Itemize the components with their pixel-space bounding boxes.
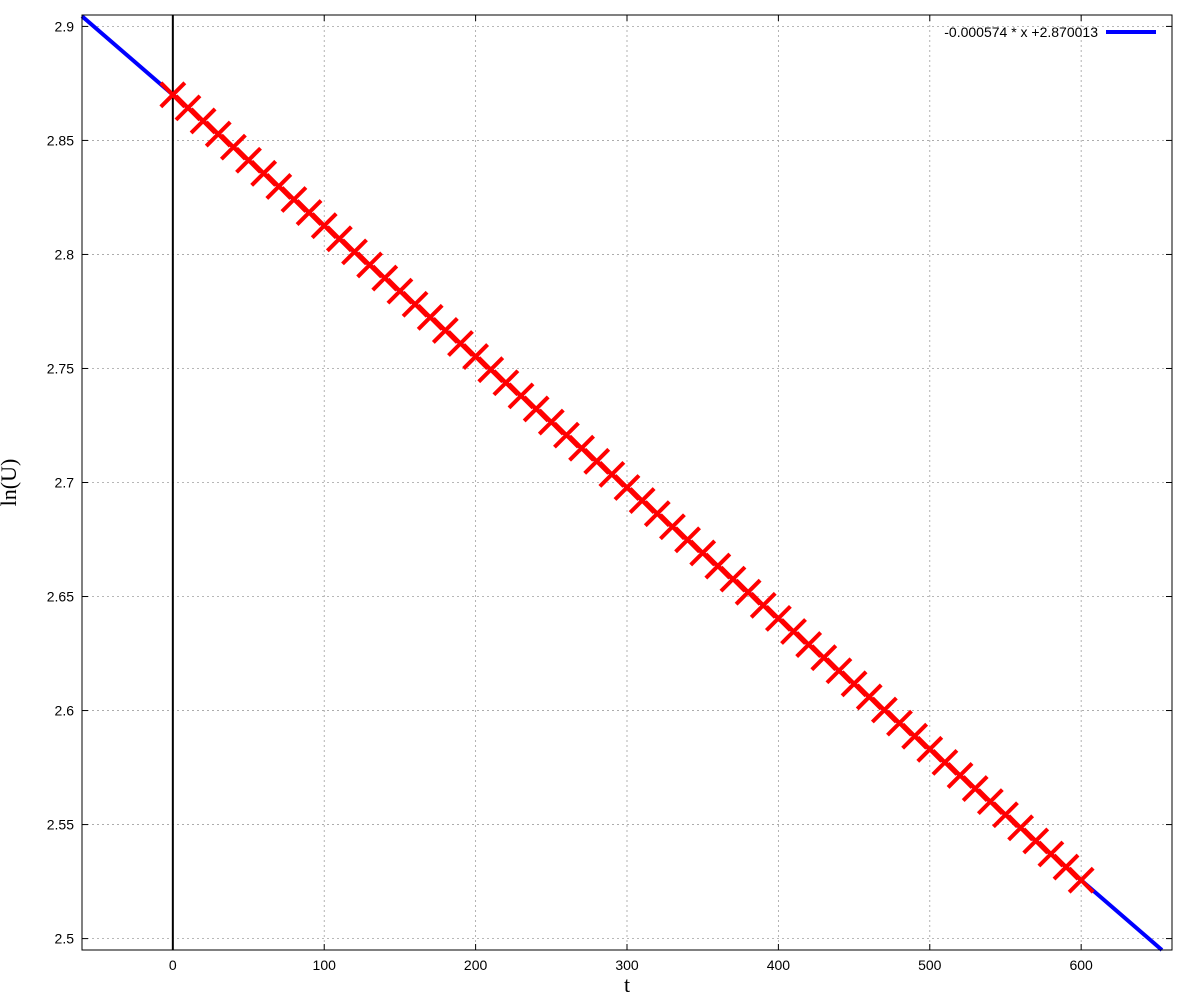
y-tick-label: 2.75 <box>47 360 74 376</box>
data-point-stroke <box>764 604 792 632</box>
legend-label: -0.000574 * x +2.870013 <box>944 24 1098 40</box>
data-point-stroke <box>159 81 187 109</box>
data-point-stroke <box>810 644 838 672</box>
x-tick-label: 600 <box>1069 957 1093 973</box>
x-tick-label: 500 <box>918 957 942 973</box>
data-point-stroke <box>628 487 656 514</box>
data-point-stroke <box>356 251 384 279</box>
data-point-stroke <box>174 94 202 122</box>
data-point-stroke <box>976 788 1004 816</box>
x-axis-label: t <box>624 972 630 997</box>
data-point-stroke <box>870 696 898 724</box>
y-tick-label: 2.8 <box>55 246 75 262</box>
data-point-stroke <box>946 762 974 789</box>
data-point-stroke <box>431 316 459 344</box>
data-point-stroke <box>780 618 807 645</box>
y-axis-label: ln(U) <box>0 459 21 507</box>
data-point-stroke <box>250 159 278 187</box>
data-point-stroke <box>325 225 353 253</box>
data-point-stroke <box>643 500 671 528</box>
data-point-stroke <box>1007 814 1035 842</box>
data-point-stroke <box>477 356 505 384</box>
data-point-stroke <box>931 748 959 776</box>
data-point-stroke <box>401 290 429 318</box>
data-point-stroke <box>386 277 414 305</box>
data-point-stroke <box>1052 853 1080 881</box>
data-point-stroke <box>522 395 550 423</box>
legend: -0.000574 * x +2.870013 <box>944 24 1156 40</box>
y-tick-label: 2.65 <box>47 589 74 605</box>
x-tick-label: 300 <box>615 957 639 973</box>
data-point-stroke <box>341 238 368 266</box>
y-tick-labels: 2.5 2.55 2.6 2.65 2.7 2.75 2.8 2.85 2.9 <box>47 18 74 946</box>
data-point-stroke <box>901 722 929 750</box>
data-point-stroke <box>189 107 217 135</box>
data-point-stroke <box>492 369 520 397</box>
axis-ticks <box>82 15 1172 950</box>
data-point-stroke <box>462 343 490 371</box>
data-point-stroke <box>583 447 611 475</box>
data-point-stroke <box>265 173 293 200</box>
data-point-stroke <box>689 539 717 567</box>
data-point-stroke <box>553 421 580 449</box>
data-point-stroke <box>204 120 232 148</box>
x-tick-labels: 0 100 200 300 400 500 600 <box>169 957 1093 973</box>
data-point-stroke <box>507 382 535 410</box>
data-point-stroke <box>1037 840 1065 868</box>
y-tick-label: 2.5 <box>55 931 75 947</box>
data-point-stroke <box>749 591 777 619</box>
data-point-stroke <box>992 801 1019 829</box>
data-point <box>1067 866 1095 894</box>
x-tick-label: 100 <box>313 957 337 973</box>
data-point-stroke <box>447 330 474 357</box>
data-point-stroke <box>719 565 747 593</box>
y-tick-label: 2.9 <box>55 18 75 34</box>
data-point-stroke <box>734 578 762 606</box>
y-tick-label: 2.85 <box>47 132 74 148</box>
data-point-stroke <box>795 631 823 658</box>
data-point-stroke <box>310 212 338 240</box>
data-point-stroke <box>916 735 944 763</box>
data-point-stroke <box>219 133 247 161</box>
x-tick-label: 0 <box>169 957 177 973</box>
data-point-stroke <box>537 408 565 436</box>
y-tick-label: 2.55 <box>47 817 74 833</box>
data-point-stroke <box>674 526 701 554</box>
y-tick-label: 2.6 <box>55 703 75 719</box>
data-point-stroke <box>598 460 626 488</box>
data-point-stroke <box>659 513 686 541</box>
data-point-stroke <box>568 434 595 462</box>
data-point-stroke <box>825 657 853 685</box>
x-tick-label: 200 <box>464 957 488 973</box>
data-point-stroke <box>961 775 989 802</box>
data-point-stroke <box>416 303 444 331</box>
data-point-stroke <box>235 146 262 174</box>
data-point-stroke <box>840 670 868 698</box>
data-point-stroke <box>613 474 641 501</box>
data-point-stroke <box>1022 827 1050 855</box>
data-point-stroke <box>295 199 323 227</box>
data-point-stroke <box>704 552 732 580</box>
data-point-stroke <box>1067 866 1095 894</box>
x-tick-label: 400 <box>767 957 791 973</box>
data-point-stroke <box>886 709 913 737</box>
data-point-stroke <box>371 264 399 292</box>
data-points <box>159 81 1095 894</box>
data-point-stroke <box>855 683 883 711</box>
grid <box>82 15 1172 950</box>
data-point-stroke <box>280 186 308 213</box>
y-tick-label: 2.7 <box>55 475 75 491</box>
